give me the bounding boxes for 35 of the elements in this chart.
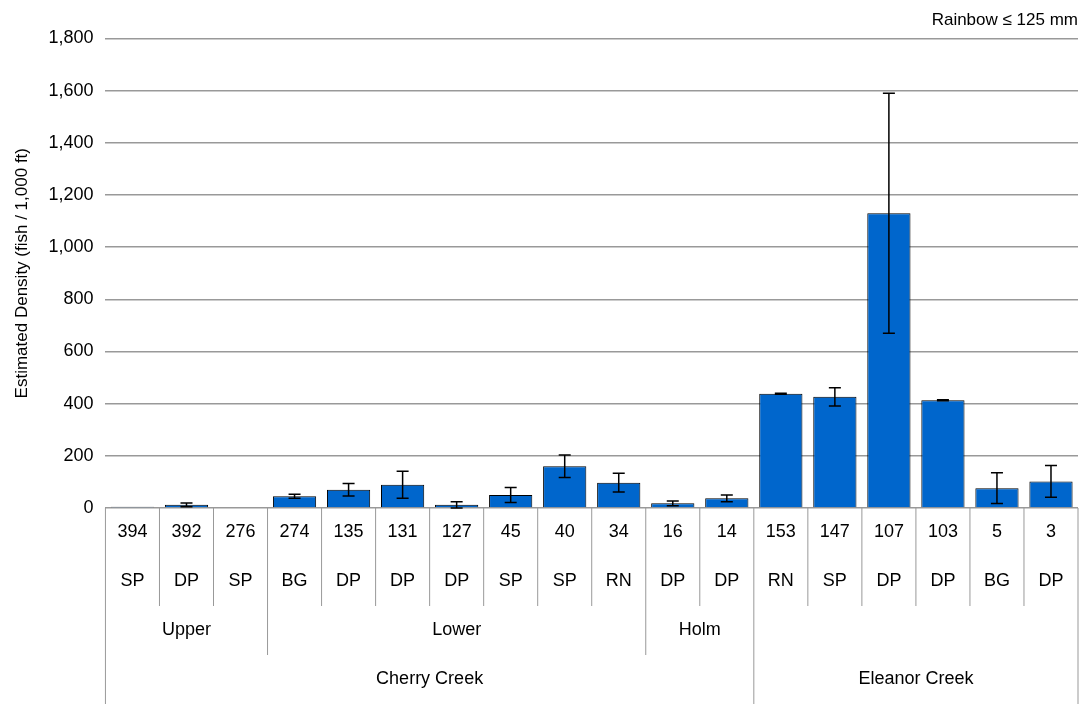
category-label: 131 DP bbox=[387, 521, 418, 591]
category-label: 16 DP bbox=[660, 521, 686, 591]
category-label: 14 DP bbox=[714, 521, 740, 591]
text: Cherry Creek bbox=[376, 668, 485, 689]
y-tick-label: 1,400 bbox=[48, 131, 94, 152]
category-label: 107 DP bbox=[873, 521, 904, 591]
category-label: 40 SP bbox=[552, 521, 577, 591]
y-tick-label: 0 bbox=[83, 496, 94, 517]
y-tick-label: 600 bbox=[63, 340, 94, 361]
category-label: 153 RN bbox=[765, 521, 796, 591]
category-label: 127 DP bbox=[441, 521, 472, 591]
category-label: 103 DP bbox=[927, 521, 958, 591]
y-tick-label: 1,800 bbox=[48, 27, 94, 48]
y-tick-label: 400 bbox=[63, 392, 94, 413]
category-label: 3 DP bbox=[1038, 521, 1064, 591]
text: Eleanor Creek bbox=[858, 668, 975, 689]
y-tick-label: 800 bbox=[63, 288, 94, 309]
text: Holm bbox=[678, 619, 721, 640]
text: Upper bbox=[161, 619, 212, 640]
category-label: 392 DP bbox=[171, 521, 202, 591]
category-label: 5 BG bbox=[983, 521, 1010, 591]
chart-title: Rainbow ≤ 125 mm bbox=[931, 9, 1078, 29]
category-label: 34 RN bbox=[605, 521, 632, 591]
category-label: 274 BG bbox=[279, 521, 310, 591]
y-axis-title: Estimated Density (fish / 1,000 ft) bbox=[11, 148, 31, 399]
y-tick-label: 1,600 bbox=[48, 79, 94, 100]
category-label: 276 SP bbox=[225, 521, 256, 591]
y-tick-label: 1,000 bbox=[48, 236, 94, 257]
text: Lower bbox=[432, 619, 482, 640]
category-label: 45 SP bbox=[498, 521, 523, 591]
y-tick-label: 1,200 bbox=[48, 183, 94, 204]
category-label: 135 DP bbox=[333, 521, 364, 591]
y-tick-label: 200 bbox=[63, 444, 94, 465]
category-label: 394 SP bbox=[117, 521, 148, 591]
category-label: 147 SP bbox=[819, 521, 850, 591]
